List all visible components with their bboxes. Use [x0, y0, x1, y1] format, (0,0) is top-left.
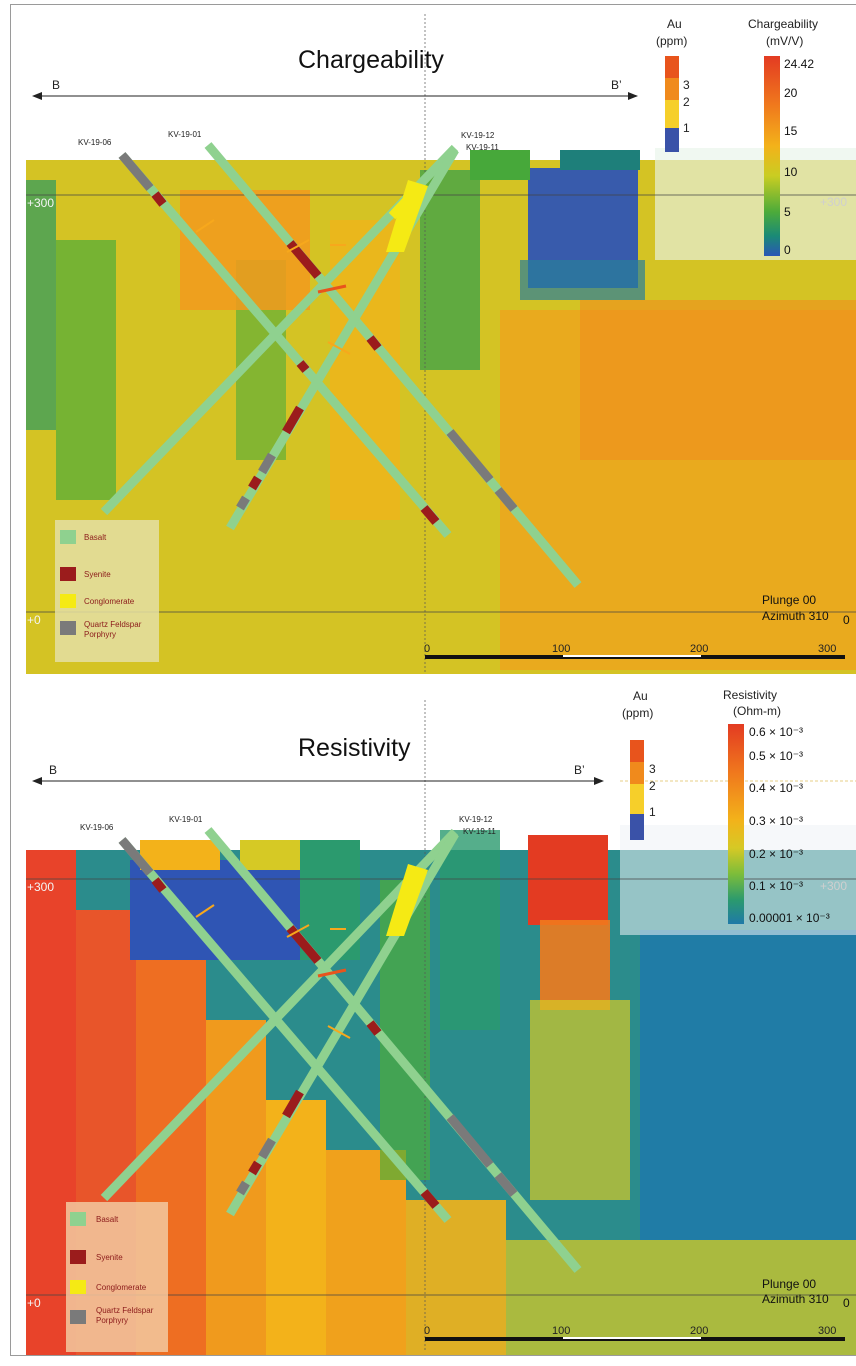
colorbar-tick-0-5: 0.5 × 10⁻³ — [749, 749, 803, 763]
legend-syenite: Syenite — [84, 570, 111, 579]
au-title: Au — [633, 689, 648, 703]
elevation-bottom-label: +0 — [27, 1296, 41, 1310]
legend-conglomerate: Conglomerate — [84, 597, 135, 606]
section-end-label: B’ — [574, 763, 585, 777]
au-tick-1: 1 — [683, 121, 690, 135]
colorbar-tick-24-42: 24.42 — [784, 57, 814, 71]
scale-tick-0: 0 — [424, 643, 430, 655]
drillhole-label-kv-19-12: KV-19-12 — [459, 815, 493, 824]
distance-scale-bar: 0 100 200 300 — [424, 643, 845, 659]
drillhole-traces — [100, 827, 582, 1273]
drillhole-kv-19-01 — [204, 827, 582, 1273]
legend-qfp-line2: Porphyry — [84, 630, 116, 639]
colorbar-unit: (Ohm-m) — [733, 704, 781, 718]
drillhole-label-kv-19-06: KV-19-06 — [78, 138, 112, 147]
colorbar-unit: (mV/V) — [766, 34, 803, 48]
colorbar-tick-0-6: 0.6 × 10⁻³ — [749, 725, 803, 739]
panel-title: Resistivity — [298, 734, 411, 762]
section-start-label: B — [52, 78, 60, 92]
au-tick-3: 3 — [683, 78, 690, 92]
chargeability-colorbar: Chargeability (mV/V) 24.42 20 15 10 5 0 — [748, 17, 818, 257]
resistivity-colorbar: Resistivity (Ohm-m) 0.6 × 10⁻³ 0.5 × 10⁻… — [723, 688, 830, 925]
legend-qfp-line1: Quartz Feldspar — [96, 1306, 154, 1315]
au-tick-2: 2 — [683, 95, 690, 109]
section-end-label: B’ — [611, 78, 622, 92]
lithology-legend: Basalt Syenite Conglomerate Quartz Felds… — [66, 1202, 168, 1352]
elevation-top-label: +300 — [27, 880, 54, 894]
legend-syenite: Syenite — [96, 1253, 123, 1262]
colorbar-tick-10: 10 — [784, 165, 798, 179]
drillhole-label-kv-19-12: KV-19-12 — [461, 131, 495, 140]
drillhole-kv-19-06 — [118, 152, 452, 538]
drillhole-kv-19-06 — [118, 837, 452, 1223]
section-start-label: B — [49, 763, 57, 777]
colorbar-tick-0-3: 0.3 × 10⁻³ — [749, 814, 803, 828]
drillhole-label-kv-19-01: KV-19-01 — [168, 130, 202, 139]
elevation-bottom-right-label: 0 — [843, 613, 850, 627]
resistivity-section: KV-19-06 KV-19-01 KV-19-12 KV-19-11 Resi… — [26, 688, 856, 1355]
distance-scale-bar: 0 100 200 300 — [424, 1325, 845, 1341]
colorbar-tick-0-4: 0.4 × 10⁻³ — [749, 781, 803, 795]
resistivity-panel: KV-19-06 KV-19-01 KV-19-12 KV-19-11 Resi… — [0, 680, 856, 1361]
au-tick-1: 1 — [649, 805, 656, 819]
au-scale: Au (ppm) 3 2 1 — [656, 17, 690, 152]
scale-tick-100: 100 — [552, 1325, 570, 1337]
azimuth-label: Azimuth 310 — [762, 609, 829, 623]
chargeability-section: KV-19-06 KV-19-01 KV-19-12 KV-19-11 Char… — [26, 14, 856, 674]
colorbar-tick-0: 0 — [784, 243, 791, 257]
chargeability-panel: KV-19-06 KV-19-01 KV-19-12 KV-19-11 Char… — [0, 0, 856, 680]
elevation-bottom-label: +0 — [27, 613, 41, 627]
legend-basalt: Basalt — [96, 1215, 119, 1224]
au-tick-3: 3 — [649, 762, 656, 776]
drillhole-kv-19-12 — [100, 828, 459, 1202]
panel-title: Chargeability — [298, 46, 444, 74]
legend-qfp-line2: Porphyry — [96, 1316, 128, 1325]
drillhole-label-kv-19-06: KV-19-06 — [80, 823, 114, 832]
elevation-top-label: +300 — [27, 196, 54, 210]
au-unit: (ppm) — [622, 706, 653, 720]
elevation-bottom-right-label: 0 — [843, 1296, 850, 1310]
plunge-label: Plunge 00 — [762, 593, 816, 607]
scale-tick-300: 300 — [818, 643, 836, 655]
au-title: Au — [667, 17, 682, 31]
elevation-top-right-label: +300 — [820, 879, 847, 893]
scale-tick-300: 300 — [818, 1325, 836, 1337]
legend-qfp-line1: Quartz Feldspar — [84, 620, 142, 629]
lithology-legend: Basalt Syenite Conglomerate Quartz Felds… — [55, 520, 159, 662]
colorbar-title: Chargeability — [748, 17, 818, 31]
scale-tick-0: 0 — [424, 1325, 430, 1337]
scale-tick-200: 200 — [690, 643, 708, 655]
au-unit: (ppm) — [656, 34, 687, 48]
plunge-label: Plunge 00 — [762, 1277, 816, 1291]
drillhole-kv-19-01 — [204, 142, 582, 588]
scale-tick-200: 200 — [690, 1325, 708, 1337]
drillhole-traces — [100, 142, 582, 588]
scale-tick-100: 100 — [552, 643, 570, 655]
drillhole-label-kv-19-11: KV-19-11 — [463, 827, 496, 836]
au-tick-2: 2 — [649, 779, 656, 793]
colorbar-title: Resistivity — [723, 688, 777, 702]
legend-conglomerate: Conglomerate — [96, 1283, 147, 1292]
azimuth-label: Azimuth 310 — [762, 1292, 829, 1306]
colorbar-tick-5: 5 — [784, 205, 791, 219]
colorbar-tick-20: 20 — [784, 86, 798, 100]
elevation-top-right-label: +300 — [820, 195, 847, 209]
drillhole-label-kv-19-11: KV-19-11 — [466, 143, 499, 152]
au-scale: Au (ppm) 3 2 1 — [622, 689, 656, 840]
colorbar-tick-15: 15 — [784, 124, 798, 138]
drillhole-label-kv-19-01: KV-19-01 — [169, 815, 203, 824]
legend-basalt: Basalt — [84, 533, 107, 542]
colorbar-tick-0-1: 0.1 × 10⁻³ — [749, 879, 803, 893]
colorbar-tick-0-2: 0.2 × 10⁻³ — [749, 847, 803, 861]
colorbar-tick-0-00001: 0.00001 × 10⁻³ — [749, 911, 830, 925]
